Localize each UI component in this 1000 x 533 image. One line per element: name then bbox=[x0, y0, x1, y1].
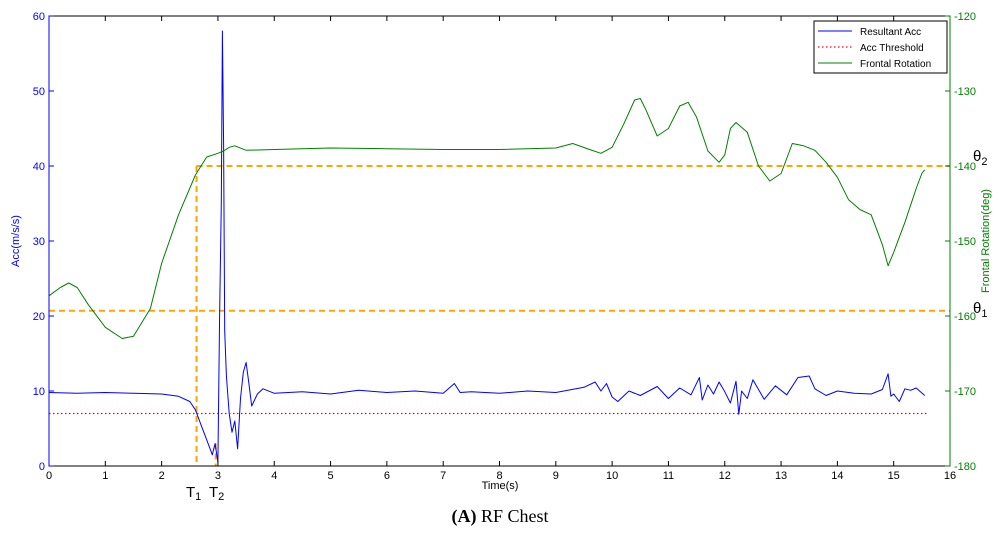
y-right-tick-label: -120 bbox=[954, 11, 976, 23]
t-1-marker-label: T1 bbox=[186, 484, 201, 503]
y-right-tick-label: -140 bbox=[954, 161, 976, 173]
x-tick-label: 13 bbox=[775, 470, 787, 482]
x-tick-label: 12 bbox=[719, 470, 731, 482]
x-tick-label: 2 bbox=[159, 470, 165, 482]
y-left-tick-label: 30 bbox=[33, 236, 45, 248]
legend-box bbox=[813, 20, 948, 74]
t-1-subscript: 1 bbox=[195, 491, 201, 503]
svg-text:θ2: θ2 bbox=[973, 148, 987, 168]
x-tick-label: 8 bbox=[496, 470, 502, 482]
x-axis-label: Time(s) bbox=[482, 480, 519, 492]
t-2-marker-label: T2 bbox=[209, 484, 224, 503]
t-1-symbol: T bbox=[186, 484, 195, 501]
x-tick-label: 4 bbox=[271, 470, 277, 482]
figure-caption: (A) RF Chest bbox=[451, 506, 548, 527]
x-tick-label: 16 bbox=[944, 470, 956, 482]
y-left-tick-label: 10 bbox=[33, 386, 45, 398]
theta-1-subscript: 1 bbox=[981, 308, 987, 320]
y-left-tick-label: 40 bbox=[33, 161, 45, 173]
y-right-tick-label: -170 bbox=[954, 386, 976, 398]
figure-caption-letter: (A) bbox=[451, 506, 476, 527]
x-tick-label: 7 bbox=[440, 470, 446, 482]
x-tick-label: 14 bbox=[831, 470, 843, 482]
x-tick-label: 9 bbox=[553, 470, 559, 482]
series-resultant-acc bbox=[48, 30, 926, 463]
legend-label-acc-threshold: Acc Threshold bbox=[860, 43, 924, 54]
x-tick-label: 15 bbox=[888, 470, 900, 482]
x-tick-label: 3 bbox=[215, 470, 221, 482]
marker-lines bbox=[49, 165, 950, 466]
y-left-tick-label: 0 bbox=[39, 461, 45, 473]
y-right-tick-label: -160 bbox=[954, 311, 976, 323]
theta-2-subscript: 2 bbox=[981, 156, 987, 168]
legend: Resultant Acc Acc Threshold Frontal Rota… bbox=[813, 20, 948, 74]
svg-text:T1: T1 bbox=[186, 484, 201, 503]
y-right-tick-label: -130 bbox=[954, 86, 976, 98]
y-axis-right-label: Frontal Rotation(deg) bbox=[980, 189, 992, 293]
y-left-tick-label: 20 bbox=[33, 311, 45, 323]
y-axis-left-label: Acc(m/s/s) bbox=[10, 215, 22, 267]
y-left-tick-label: 50 bbox=[33, 86, 45, 98]
x-tick-label: 10 bbox=[606, 470, 618, 482]
t-2-symbol: T bbox=[209, 484, 218, 501]
theta-1-marker-label: θ1 bbox=[973, 300, 987, 320]
legend-label-frontal-rotation: Frontal Rotation bbox=[860, 59, 931, 70]
y-right-tick-label: -180 bbox=[954, 461, 976, 473]
x-tick-label: 1 bbox=[102, 470, 108, 482]
x-tick-label: 0 bbox=[46, 470, 52, 482]
series-frontal-rotation bbox=[48, 98, 926, 339]
x-tick-label: 6 bbox=[384, 470, 390, 482]
t-2-subscript: 2 bbox=[218, 491, 224, 503]
y-axis-right: -180 -170 -160 -150 -140 -130 -120 bbox=[945, 11, 976, 473]
x-tick-label: 11 bbox=[663, 470, 674, 482]
svg-text:θ1: θ1 bbox=[973, 300, 987, 320]
y-right-tick-label: -150 bbox=[954, 236, 976, 248]
svg-text:T2: T2 bbox=[209, 484, 224, 503]
x-tick-label: 5 bbox=[328, 470, 334, 482]
theta-2-symbol: θ bbox=[973, 148, 981, 165]
theta-1-symbol: θ bbox=[973, 300, 981, 317]
theta-2-marker-label: θ2 bbox=[973, 148, 987, 168]
series-layer bbox=[48, 30, 928, 463]
y-axis-left: 0 10 20 30 40 50 60 bbox=[33, 11, 54, 473]
y-left-tick-label: 60 bbox=[33, 11, 45, 23]
legend-label-resultant-acc: Resultant Acc bbox=[860, 27, 921, 38]
figure-caption-text: RF Chest bbox=[476, 506, 548, 526]
x-axis: 0 1 2 3 4 5 6 7 8 9 10 11 12 13 14 15 16 bbox=[46, 16, 956, 482]
